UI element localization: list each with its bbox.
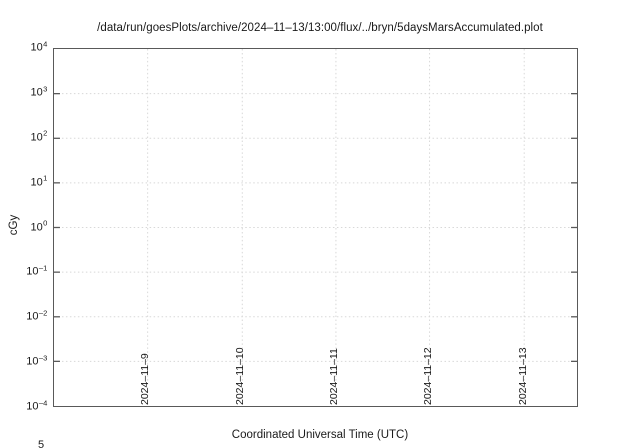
x-axis-title: Coordinated Universal Time (UTC) [231,429,409,441]
y-tick-exponent: 2 [43,128,48,138]
y-tick-mantissa: 10 [26,400,39,413]
y-tick-mantissa: 10 [30,86,43,99]
y-tick-label: 103 [30,84,48,99]
y-tick-mantissa: 10 [26,355,39,368]
y-axis-tick-labels: 104 103 102 101 100 10–1 10–2 10–3 10–4 [0,0,47,448]
y-tick-label: 102 [30,128,48,144]
y-tick-mantissa: 10 [26,265,39,278]
y-tick-mantissa: 10 [30,176,43,189]
grid-lines [54,49,577,406]
y-tick-exponent: 3 [43,84,48,93]
y-tick-mantissa: 10 [30,221,43,233]
y-tick-mantissa: 10 [30,131,43,144]
y-tick-mantissa: 10 [26,310,39,323]
y-tick-label: 10–4 [26,398,47,413]
y-tick-label: 10–2 [26,308,47,323]
x-tick-label: 2024–11–13 [517,347,529,405]
y-tick-exponent: –1 [38,263,48,273]
y-tick-exponent: –3 [38,353,48,363]
x-tick-label: 2024–11–9 [139,353,151,405]
y-tick-exponent: –2 [38,308,48,318]
y-tick-exponent: –4 [38,398,48,408]
x-tick-label: 2024–11–12 [422,347,434,405]
y-tick-label: 100 [30,218,48,233]
y-tick-exponent: 0 [43,218,48,228]
next-panel-clipped-label: 5 [38,440,45,448]
y-tick-label: 104 [30,39,48,54]
x-tick-label: 2024–11–10 [234,347,246,405]
y-tick-exponent: 1 [43,173,48,183]
y-tick-label: 101 [30,173,48,189]
y-tick-label: 10–3 [26,353,47,368]
y-tick-exponent: 4 [43,39,48,49]
y-tick-mantissa: 10 [30,41,43,54]
y-tick-label: 10–1 [26,263,48,278]
plot-area [53,48,578,407]
chart-title: /data/run/goesPlots/archive/2024–11–13/1… [97,22,543,34]
x-tick-label: 2024–11–11 [328,348,340,405]
